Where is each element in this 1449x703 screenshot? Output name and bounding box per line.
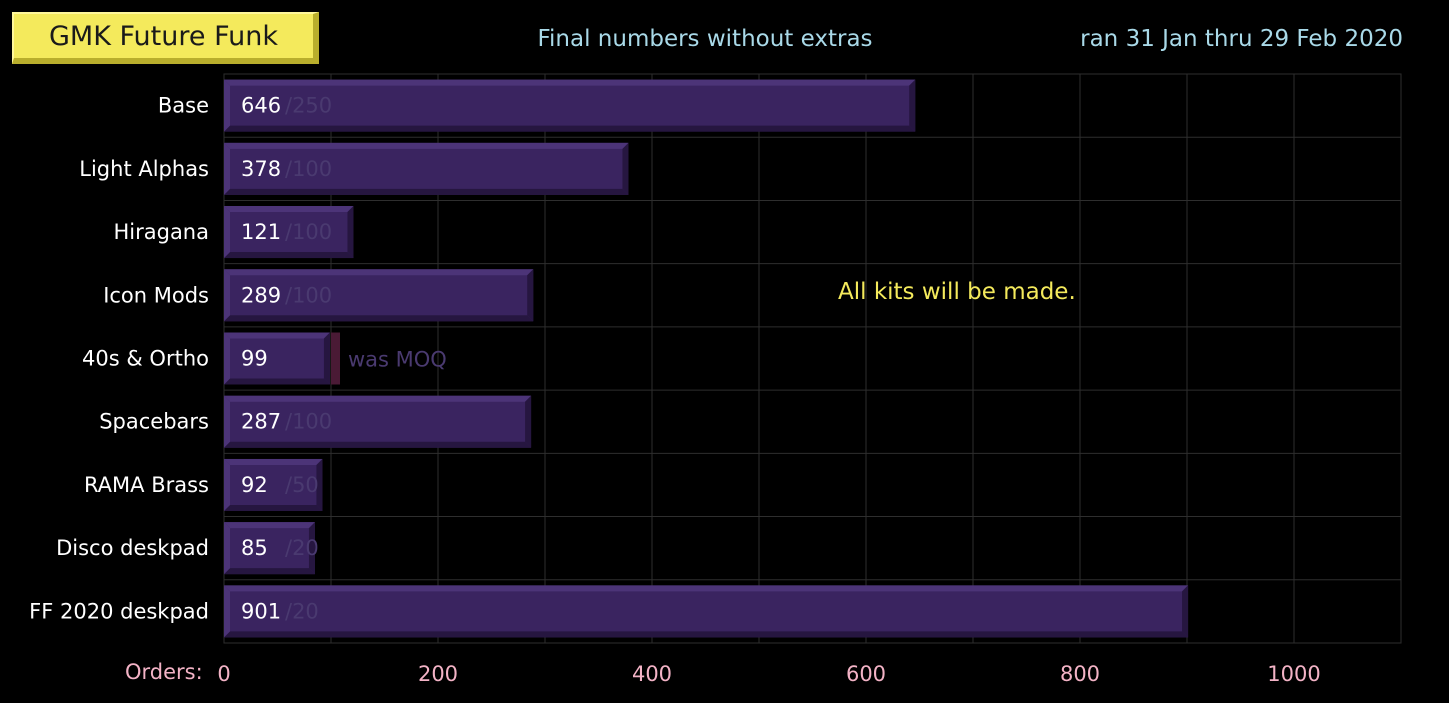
chart-subtitle: Final numbers without extras	[537, 26, 873, 52]
bar-value-label: 646	[241, 94, 281, 118]
x-tick-label: 400	[632, 662, 672, 686]
category-label: RAMA Brass	[84, 473, 209, 497]
bar-value-label: 121	[241, 220, 281, 244]
bar-value-label: 289	[241, 283, 281, 307]
category-label: Hiragana	[113, 220, 209, 244]
bar-value-label: 287	[241, 410, 281, 434]
bar-value-label: 85	[241, 536, 268, 560]
category-label: 40s & Ortho	[82, 347, 209, 371]
x-tick-label: 1000	[1267, 662, 1320, 686]
bar	[224, 395, 532, 448]
category-label: Base	[158, 94, 209, 118]
bar-value-label: 92	[241, 473, 268, 497]
x-tick-label: 800	[1060, 662, 1100, 686]
date-range: ran 31 Jan thru 29 Feb 2020	[1080, 26, 1403, 52]
bar	[224, 142, 629, 195]
chart-title: GMK Future Funk	[12, 12, 319, 64]
x-tick-label: 600	[846, 662, 886, 686]
moq-label: was MOQ	[348, 348, 447, 372]
category-label: Spacebars	[99, 410, 209, 434]
bar	[224, 458, 323, 511]
bar	[224, 522, 315, 575]
bar	[224, 79, 916, 132]
category-label: Disco deskpad	[56, 536, 209, 560]
x-tick-label: 200	[418, 662, 458, 686]
x-axis-label: Orders:	[125, 660, 203, 684]
bar	[224, 332, 330, 385]
moq-label: /20	[285, 599, 319, 623]
moq-marker	[331, 332, 340, 385]
category-label: Light Alphas	[79, 157, 209, 181]
moq-label: /100	[285, 157, 332, 181]
bar	[224, 206, 354, 259]
category-label: Icon Mods	[103, 283, 209, 307]
moq-label: /100	[285, 283, 332, 307]
moq-label: /250	[285, 94, 332, 118]
moq-label: /20	[285, 536, 319, 560]
chart-note: All kits will be made.	[838, 279, 1076, 305]
bar	[224, 269, 534, 322]
bar-value-label: 99	[241, 347, 268, 371]
category-label: FF 2020 deskpad	[29, 599, 209, 623]
bar	[224, 585, 1189, 638]
moq-label: /100	[285, 220, 332, 244]
bar-value-label: 901	[241, 599, 281, 623]
moq-label: /100	[285, 410, 332, 434]
x-tick-label: 0	[217, 662, 230, 686]
bar-value-label: 378	[241, 157, 281, 181]
moq-label: /50	[285, 473, 319, 497]
